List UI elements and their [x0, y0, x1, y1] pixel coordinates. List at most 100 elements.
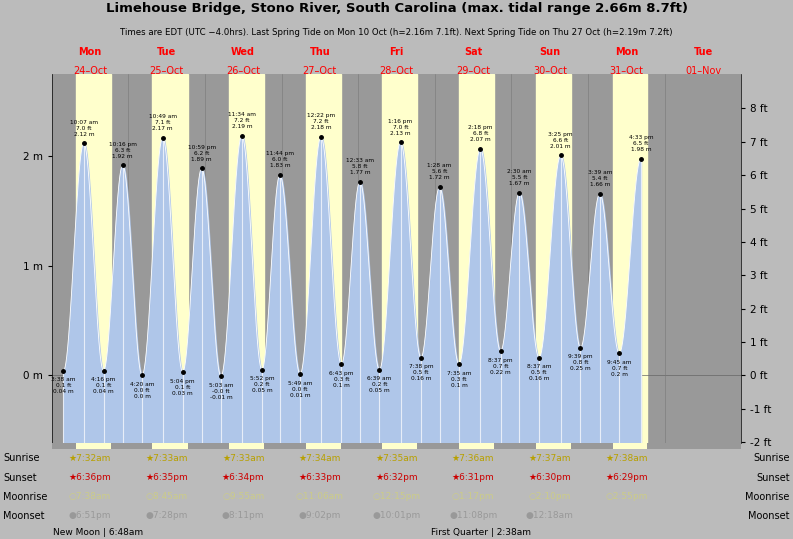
Text: 4:20 am
0.0 ft
0.0 m: 4:20 am 0.0 ft 0.0 m	[130, 382, 155, 399]
Bar	[382, 443, 417, 449]
Text: 6:43 pm
0.3 ft
0.1 m: 6:43 pm 0.3 ft 0.1 m	[329, 371, 354, 388]
Text: Moonrise: Moonrise	[745, 492, 790, 502]
Bar	[459, 443, 494, 449]
Text: 7:35 am
0.3 ft
0.1 m: 7:35 am 0.3 ft 0.1 m	[446, 371, 471, 388]
Text: ★6:34pm: ★6:34pm	[222, 473, 265, 482]
Text: ●10:01pm: ●10:01pm	[373, 512, 420, 521]
Text: ★6:32pm: ★6:32pm	[375, 473, 418, 482]
Bar	[459, 74, 494, 443]
Text: ★6:29pm: ★6:29pm	[605, 473, 648, 482]
Text: ★6:33pm: ★6:33pm	[298, 473, 341, 482]
Text: 11:34 am
7.2 ft
2.19 m: 11:34 am 7.2 ft 2.19 m	[228, 112, 256, 129]
Text: Times are EDT (UTC −4.0hrs). Last Spring Tide on Mon 10 Oct (h=2.16m 7.1ft). Nex: Times are EDT (UTC −4.0hrs). Last Spring…	[121, 28, 672, 37]
Text: 27–Oct: 27–Oct	[303, 66, 337, 75]
Text: 4:33 pm
6.5 ft
1.98 m: 4:33 pm 6.5 ft 1.98 m	[629, 135, 653, 152]
Text: First Quarter | 2:38am: First Quarter | 2:38am	[431, 528, 531, 537]
Text: ★7:33am: ★7:33am	[145, 454, 188, 463]
Bar	[612, 74, 647, 443]
Text: Limehouse Bridge, Stono River, South Carolina (max. tidal range 2.66m 8.7ft): Limehouse Bridge, Stono River, South Car…	[105, 2, 688, 15]
Text: 3:39 am
5.4 ft
1.66 m: 3:39 am 5.4 ft 1.66 m	[588, 170, 612, 187]
Text: 11:44 pm
6.0 ft
1.83 m: 11:44 pm 6.0 ft 1.83 m	[266, 151, 294, 169]
Text: 9:45 am
0.7 ft
0.2 m: 9:45 am 0.7 ft 0.2 m	[607, 360, 631, 377]
Text: 12:22 pm
7.2 ft
2.18 m: 12:22 pm 7.2 ft 2.18 m	[307, 113, 335, 130]
Bar	[152, 74, 188, 443]
Text: 5:52 pm
0.2 ft
0.05 m: 5:52 pm 0.2 ft 0.05 m	[250, 376, 274, 393]
Text: ★7:34am: ★7:34am	[299, 454, 341, 463]
Text: 3:38 am
0.1 ft
0.04 m: 3:38 am 0.1 ft 0.04 m	[52, 377, 75, 395]
Text: 30–Oct: 30–Oct	[533, 66, 567, 75]
Text: Sunset: Sunset	[3, 473, 36, 482]
Bar	[152, 443, 188, 449]
Bar	[536, 443, 571, 449]
Text: Sun: Sun	[539, 47, 561, 57]
Text: Mon: Mon	[79, 47, 102, 57]
Bar	[305, 74, 341, 443]
Text: ○2:10pm: ○2:10pm	[529, 492, 571, 501]
Text: ★7:33am: ★7:33am	[222, 454, 264, 463]
Text: 3:25 pm
6.6 ft
2.01 m: 3:25 pm 6.6 ft 2.01 m	[549, 132, 573, 149]
Text: Tue: Tue	[694, 47, 713, 57]
Text: ○2:55pm: ○2:55pm	[605, 492, 648, 501]
Text: ★7:36am: ★7:36am	[452, 454, 494, 463]
Text: 1:16 pm
7.0 ft
2.13 m: 1:16 pm 7.0 ft 2.13 m	[389, 119, 412, 136]
Text: 8:37 pm
0.7 ft
0.22 m: 8:37 pm 0.7 ft 0.22 m	[488, 358, 513, 375]
Text: Moonrise: Moonrise	[3, 492, 48, 502]
Text: 10:16 pm
6.3 ft
1.92 m: 10:16 pm 6.3 ft 1.92 m	[109, 142, 136, 158]
Text: 10:49 am
7.1 ft
2.17 m: 10:49 am 7.1 ft 2.17 m	[149, 114, 177, 132]
Bar	[75, 74, 111, 443]
Text: 26–Oct: 26–Oct	[226, 66, 260, 75]
Text: 6:39 am
0.2 ft
0.05 m: 6:39 am 0.2 ft 0.05 m	[367, 376, 392, 393]
Text: 5:49 am
0.0 ft
0.01 m: 5:49 am 0.0 ft 0.01 m	[288, 381, 312, 398]
Text: ★7:35am: ★7:35am	[375, 454, 418, 463]
Text: ●11:08pm: ●11:08pm	[449, 512, 497, 521]
Text: ★7:37am: ★7:37am	[529, 454, 571, 463]
Text: Wed: Wed	[232, 47, 255, 57]
Text: Mon: Mon	[615, 47, 638, 57]
Text: ★6:30pm: ★6:30pm	[528, 473, 571, 482]
Bar	[305, 443, 341, 449]
Text: ○8:45am: ○8:45am	[145, 492, 188, 501]
Text: ●6:51pm: ●6:51pm	[69, 512, 111, 521]
Text: 31–Oct: 31–Oct	[610, 66, 643, 75]
Text: ○7:38am: ○7:38am	[69, 492, 111, 501]
Text: 25–Oct: 25–Oct	[149, 66, 184, 75]
Bar	[612, 443, 647, 449]
Text: Tue: Tue	[157, 47, 176, 57]
Bar	[52, 443, 741, 449]
Text: New Moon | 6:48am: New Moon | 6:48am	[53, 528, 143, 537]
Text: 12:33 am
5.8 ft
1.77 m: 12:33 am 5.8 ft 1.77 m	[346, 158, 374, 175]
Text: Moonset: Moonset	[3, 511, 44, 521]
Bar	[536, 74, 571, 443]
Text: ○12:15pm: ○12:15pm	[373, 492, 420, 501]
Text: 01–Nov: 01–Nov	[685, 66, 721, 75]
Text: ●12:18am: ●12:18am	[526, 512, 574, 521]
Bar	[382, 443, 417, 449]
Text: 24–Oct: 24–Oct	[73, 66, 107, 75]
Text: ○1:17pm: ○1:17pm	[452, 492, 494, 501]
Text: 10:07 am
7.0 ft
2.12 m: 10:07 am 7.0 ft 2.12 m	[70, 120, 98, 137]
Text: ●8:11pm: ●8:11pm	[222, 512, 264, 521]
Text: ●9:02pm: ●9:02pm	[299, 512, 341, 521]
Text: ★7:32am: ★7:32am	[69, 454, 111, 463]
Text: 4:16 pm
0.1 ft
0.04 m: 4:16 pm 0.1 ft 0.04 m	[91, 377, 116, 395]
Text: ★6:31pm: ★6:31pm	[452, 473, 495, 482]
Bar	[305, 443, 341, 449]
Text: 10:59 pm
6.2 ft
1.89 m: 10:59 pm 6.2 ft 1.89 m	[187, 145, 216, 162]
Text: Moonset: Moonset	[749, 511, 790, 521]
Text: ○11:06am: ○11:06am	[296, 492, 344, 501]
Bar	[229, 443, 264, 449]
Text: Sunrise: Sunrise	[753, 453, 790, 464]
Text: 8:37 am
0.5 ft
0.16 m: 8:37 am 0.5 ft 0.16 m	[527, 364, 551, 381]
Bar	[229, 443, 264, 449]
Text: Sat: Sat	[464, 47, 482, 57]
Bar	[75, 443, 111, 449]
Text: ●7:28pm: ●7:28pm	[145, 512, 188, 521]
Text: ★6:36pm: ★6:36pm	[68, 473, 111, 482]
Bar	[152, 443, 188, 449]
Text: 9:39 pm
0.8 ft
0.25 m: 9:39 pm 0.8 ft 0.25 m	[568, 355, 593, 371]
Text: 7:38 pm
0.5 ft
0.16 m: 7:38 pm 0.5 ft 0.16 m	[408, 364, 433, 381]
Bar	[382, 74, 417, 443]
Bar	[459, 443, 494, 449]
Text: 5:04 pm
0.1 ft
0.03 m: 5:04 pm 0.1 ft 0.03 m	[170, 378, 195, 396]
Text: ○9:55am: ○9:55am	[222, 492, 264, 501]
